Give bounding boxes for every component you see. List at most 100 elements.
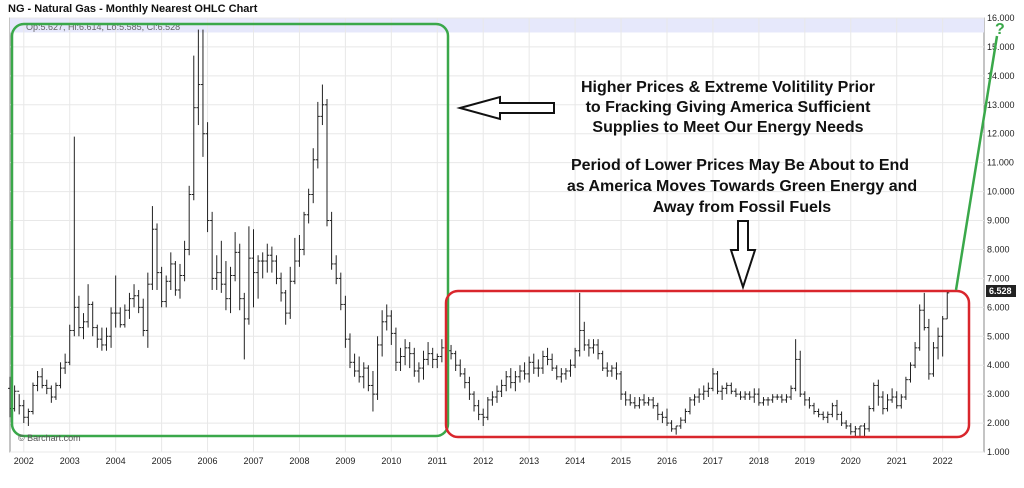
y-tick-label: 13.000 (987, 100, 1015, 110)
ohlc-bar (563, 368, 568, 380)
ohlc-bar (775, 394, 780, 400)
ohlc-bar (53, 382, 58, 400)
ohlc-bar (848, 423, 853, 435)
ohlc-bar (913, 342, 918, 369)
ohlc-bar (743, 391, 748, 400)
ohlc-bar (577, 292, 582, 357)
x-tick-label: 2012 (473, 456, 493, 466)
ohlc-bar (816, 408, 821, 418)
x-tick-label: 2017 (703, 456, 723, 466)
ohlc-bar (573, 347, 578, 369)
ohlc-bar (600, 350, 605, 371)
chart-title: NG - Natural Gas - Monthly Nearest OHLC … (8, 3, 258, 15)
ohlc-bar (407, 342, 412, 369)
ohlc-bar (449, 344, 454, 360)
ohlc-bar (664, 408, 669, 426)
x-tick-label: 2002 (14, 456, 34, 466)
ohlc-bar (899, 394, 904, 409)
ohlc-bar (940, 316, 945, 357)
ohlc-bar (191, 55, 196, 201)
ohlc-bar (435, 353, 440, 369)
ohlc-bar (844, 420, 849, 429)
ohlc-bar (467, 376, 472, 400)
plot-area (9, 17, 985, 453)
ohlc-bar (99, 327, 104, 351)
ohlc-bar (403, 339, 408, 366)
ohlc-bar (260, 252, 265, 279)
ohlc-bar (527, 356, 532, 383)
ohlc-bar (141, 298, 146, 337)
ohlc-bar (297, 235, 302, 267)
ohlc-bar (660, 411, 665, 424)
x-tick-label: 2015 (611, 456, 631, 466)
ohlc-bar (623, 391, 628, 406)
x-tick-label: 2003 (60, 456, 80, 466)
annotation-top-line-2: to Fracking Giving America Sufficient (586, 99, 871, 116)
ohlc-bar (885, 394, 890, 412)
x-tick-label: 2008 (289, 456, 309, 466)
ohlc-bar (715, 370, 720, 395)
ohlc-bar (504, 370, 509, 392)
annotation-top-line-1: Higher Prices & Extreme Volitility Prior (581, 79, 875, 96)
annotation-bottom-line-2: as America Moves Towards Green Energy an… (567, 178, 917, 195)
last-price-box (986, 285, 1016, 297)
ohlc-bar (173, 261, 178, 296)
ohlc-bar (246, 226, 251, 325)
ohlc-bar (637, 397, 642, 409)
x-tick-label: 2009 (335, 456, 355, 466)
ohlc-bar (159, 266, 164, 308)
ohlc-bar (922, 292, 927, 331)
last-price-label: 6.528 (986, 285, 1016, 297)
ohlc-bar (343, 295, 348, 348)
ohlc-bar (223, 261, 228, 311)
ohlc-bar (830, 402, 835, 418)
ohlc-bar (812, 402, 817, 415)
ohlc-bar (306, 188, 311, 224)
y-tick-label: 15.000 (987, 42, 1015, 52)
ohlc-bar (196, 29, 201, 126)
ohlc-bar (766, 397, 771, 406)
ohlc-bar (867, 405, 872, 432)
ohlc-bar (292, 237, 297, 285)
ohlc-bar (724, 382, 729, 395)
ohlc-bar (807, 397, 812, 409)
ohlc-bar (177, 263, 182, 299)
projection-line (954, 35, 999, 291)
ohlc-bar (729, 382, 734, 395)
ohlc-bar (605, 362, 610, 377)
ohlc-bar (871, 382, 876, 412)
ohlc-bar (155, 223, 160, 290)
ohlc-bar (311, 148, 316, 204)
ohlc-bar (398, 347, 403, 371)
ohlc-bar (334, 255, 339, 285)
ohlc-bar (517, 365, 522, 383)
ohlc-bar (357, 356, 362, 383)
ohlc-bar (628, 394, 633, 406)
ohlc-bar (283, 289, 288, 325)
ohlc-bar (531, 353, 536, 374)
ohlc-bar (747, 391, 752, 400)
green-highlight-box (10, 22, 450, 438)
ohlc-bar (347, 333, 352, 369)
ohlc-bar (233, 232, 238, 282)
ohlc-bar (857, 425, 862, 438)
y-tick-label: 12.000 (987, 129, 1015, 139)
x-tick-label: 2004 (106, 456, 126, 466)
ohlc-bar (779, 394, 784, 403)
ohlc-bar (237, 243, 242, 311)
ohlc-bar (58, 362, 63, 389)
ohlc-bar (472, 391, 477, 412)
ohlc-bar (288, 266, 293, 319)
x-tick-label: 2007 (243, 456, 263, 466)
ohlc-bar (35, 370, 40, 392)
ohlc-bar (81, 313, 86, 340)
ohlc-bar (164, 275, 169, 308)
ohlc-bar (651, 397, 656, 409)
ohlc-bar (802, 391, 807, 406)
last-price-text: 6.528 (989, 286, 1012, 296)
ohlc-bar (862, 423, 867, 438)
ohlc-bar (320, 84, 325, 126)
y-tick-label: 6.000 (987, 302, 1010, 312)
ohlc-bar (834, 399, 839, 421)
ohlc-bar (329, 211, 334, 270)
